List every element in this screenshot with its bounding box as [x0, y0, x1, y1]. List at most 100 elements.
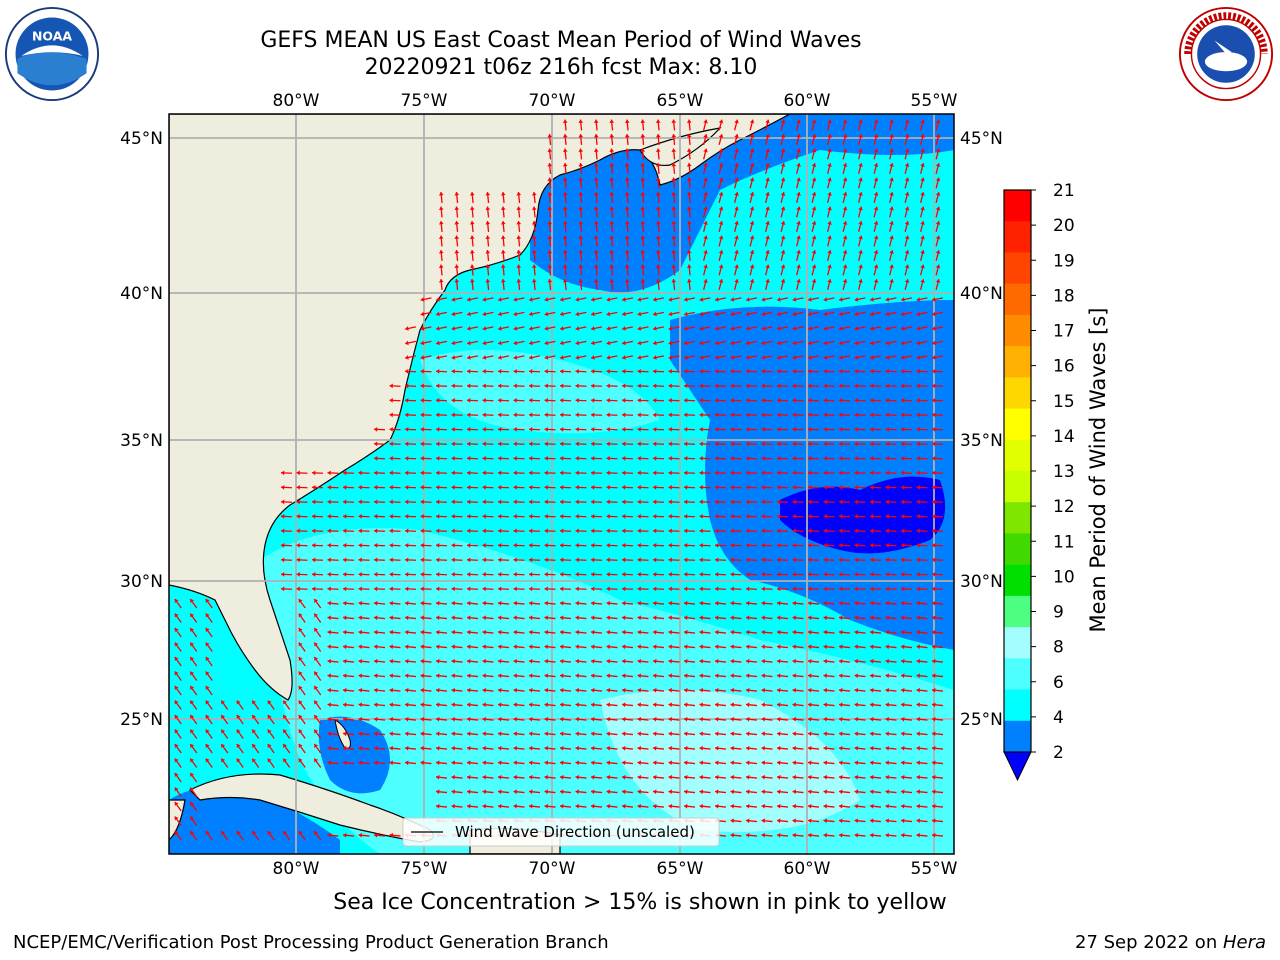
wave-direction-arrow — [889, 206, 894, 218]
wave-direction-arrow — [869, 731, 882, 737]
wave-direction-arrow — [482, 499, 494, 505]
wave-direction-arrow — [575, 687, 587, 693]
wave-direction-arrow — [854, 543, 866, 548]
wave-direction-arrow — [575, 716, 587, 722]
wave-direction-arrow — [761, 514, 773, 519]
wave-direction-arrow — [640, 148, 646, 160]
wave-direction-arrow — [438, 206, 444, 218]
wave-direction-arrow — [528, 470, 541, 476]
wave-direction-arrow — [451, 470, 463, 476]
wave-direction-arrow — [466, 644, 479, 650]
colorbar-segment — [1004, 627, 1031, 659]
wave-direction-arrow — [823, 658, 835, 664]
wave-direction-arrow — [513, 311, 525, 317]
wave-direction-arrow — [780, 250, 786, 261]
wave-direction-arrow — [761, 340, 773, 346]
wave-direction-arrow — [420, 441, 432, 447]
wave-direction-arrow — [531, 220, 537, 233]
wave-direction-arrow — [807, 297, 820, 302]
wave-direction-arrow — [796, 206, 801, 218]
wave-direction-arrow — [699, 297, 711, 302]
wave-direction-arrow — [854, 644, 866, 650]
wave-direction-arrow — [528, 673, 541, 679]
wave-direction-arrow — [637, 543, 649, 548]
wave-direction-arrow — [854, 441, 866, 447]
wave-direction-arrow — [606, 803, 618, 809]
wave-direction-arrow — [420, 673, 432, 679]
wave-direction-arrow — [765, 148, 770, 160]
wave-direction-arrow — [451, 702, 463, 708]
wave-direction-arrow — [621, 528, 634, 534]
wave-direction-arrow — [342, 644, 355, 650]
wave-direction-arrow — [885, 572, 897, 577]
wave-direction-arrow — [559, 427, 572, 432]
wave-direction-arrow — [683, 600, 696, 606]
wave-direction-arrow — [482, 383, 494, 389]
wave-direction-arrow — [451, 427, 463, 432]
wave-direction-arrow — [482, 456, 494, 461]
wave-direction-arrow — [931, 485, 944, 490]
wave-direction-arrow — [559, 297, 572, 302]
wave-direction-arrow — [435, 427, 448, 432]
wave-direction-arrow — [652, 441, 665, 447]
wave-direction-arrow — [497, 760, 510, 766]
wave-direction-arrow — [497, 543, 510, 548]
wave-direction-arrow — [251, 830, 260, 841]
wave-direction-arrow — [854, 832, 866, 838]
wave-direction-arrow — [931, 586, 944, 592]
wave-direction-arrow — [528, 745, 541, 751]
wave-direction-arrow — [703, 279, 708, 290]
wave-direction-arrow — [916, 326, 928, 331]
wave-direction-arrow — [823, 644, 835, 650]
wave-direction-arrow — [280, 528, 293, 534]
wave-direction-arrow — [637, 716, 649, 722]
wave-direction-arrow — [482, 745, 494, 751]
wave-direction-arrow — [683, 383, 696, 389]
wave-direction-arrow — [342, 572, 355, 577]
wave-direction-arrow — [575, 499, 587, 505]
wave-direction-arrow — [420, 702, 432, 708]
wave-direction-arrow — [776, 470, 789, 476]
wave-direction-arrow — [497, 557, 510, 563]
wave-direction-arrow — [282, 743, 291, 754]
wave-direction-arrow — [621, 615, 634, 621]
wave-direction-arrow — [497, 572, 510, 577]
wave-direction-arrow — [435, 600, 448, 606]
wave-direction-arrow — [404, 340, 417, 346]
wave-direction-arrow — [652, 398, 665, 403]
wave-direction-arrow — [590, 514, 603, 519]
wave-direction-arrow — [703, 163, 708, 174]
wave-direction-arrow — [497, 412, 510, 418]
wave-direction-arrow — [935, 264, 941, 276]
wave-direction-arrow — [373, 629, 386, 635]
wave-direction-arrow — [745, 557, 758, 563]
wave-direction-arrow — [482, 600, 494, 606]
wave-direction-arrow — [807, 369, 820, 374]
wave-direction-arrow — [451, 600, 463, 606]
wave-direction-arrow — [189, 656, 198, 667]
wind-wave-arrows — [174, 119, 944, 841]
wave-direction-arrow — [765, 279, 770, 290]
lat-label-left: 35°N — [120, 431, 163, 451]
wave-direction-arrow — [528, 702, 541, 708]
wave-direction-arrow — [714, 586, 727, 592]
colorbar-segment — [1004, 283, 1031, 316]
wave-direction-arrow — [513, 427, 525, 432]
wave-direction-arrow — [776, 340, 789, 346]
wave-direction-arrow — [842, 221, 848, 232]
wave-direction-arrow — [606, 485, 618, 490]
wave-direction-arrow — [776, 311, 789, 317]
wave-direction-arrow — [889, 119, 894, 131]
wave-direction-arrow — [904, 148, 910, 160]
wave-direction-arrow — [730, 528, 742, 534]
wave-direction-arrow — [575, 803, 587, 809]
ocean-zone-8-9 — [600, 690, 860, 832]
wave-direction-arrow — [749, 250, 755, 261]
wave-direction-arrow — [528, 441, 541, 447]
wave-direction-arrow — [885, 615, 897, 621]
wave-direction-arrow — [466, 716, 479, 722]
wave-direction-arrow — [796, 250, 801, 261]
wave-direction-arrow — [342, 832, 355, 838]
wave-direction-arrow — [807, 774, 820, 780]
wave-direction-arrow — [420, 543, 432, 548]
